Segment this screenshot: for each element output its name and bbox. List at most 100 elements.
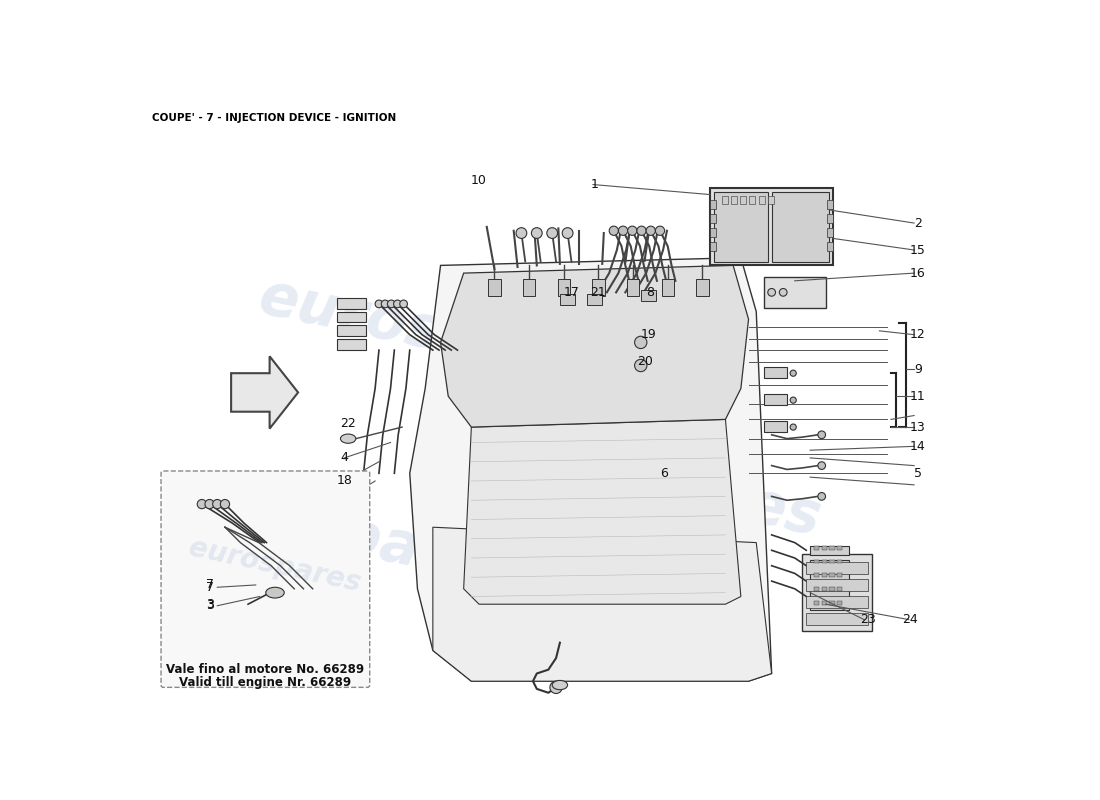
Circle shape <box>547 228 558 238</box>
Bar <box>837 587 843 591</box>
Circle shape <box>635 336 647 349</box>
Circle shape <box>609 226 618 235</box>
Ellipse shape <box>341 434 355 443</box>
Text: 22: 22 <box>340 417 356 430</box>
Bar <box>763 367 788 378</box>
Ellipse shape <box>552 681 568 690</box>
Bar <box>488 279 501 296</box>
Bar <box>827 200 834 209</box>
Bar <box>522 279 536 296</box>
Bar <box>337 298 366 309</box>
Circle shape <box>394 300 402 308</box>
Bar <box>827 242 834 250</box>
Circle shape <box>768 289 776 296</box>
Bar <box>627 279 639 296</box>
Bar <box>822 574 827 578</box>
Circle shape <box>790 424 796 430</box>
Bar <box>810 574 849 582</box>
Bar <box>711 188 834 266</box>
Text: 18: 18 <box>337 474 352 487</box>
Text: 15: 15 <box>910 243 926 257</box>
Bar <box>814 587 820 591</box>
Text: 6: 6 <box>660 467 668 480</box>
Bar <box>587 294 603 305</box>
Text: 9: 9 <box>914 363 922 376</box>
Bar <box>772 192 829 262</box>
Bar <box>822 601 827 605</box>
Bar <box>829 574 835 578</box>
Circle shape <box>637 226 646 235</box>
Bar <box>837 574 843 578</box>
Text: 17: 17 <box>563 286 580 299</box>
Bar <box>714 192 768 262</box>
Circle shape <box>817 431 825 438</box>
Bar <box>814 546 820 550</box>
Polygon shape <box>464 419 741 604</box>
Circle shape <box>790 397 796 403</box>
Bar <box>829 559 835 563</box>
Circle shape <box>516 228 527 238</box>
Text: 1: 1 <box>591 178 598 191</box>
Text: 12: 12 <box>910 328 926 341</box>
Bar <box>640 290 656 301</box>
Text: 8: 8 <box>646 286 654 299</box>
Bar <box>711 228 716 237</box>
Circle shape <box>399 300 407 308</box>
Text: 7: 7 <box>206 578 213 591</box>
Text: 23: 23 <box>860 613 876 626</box>
Circle shape <box>550 682 562 694</box>
Bar <box>806 578 868 591</box>
Text: eurospares: eurospares <box>454 414 827 547</box>
Bar <box>806 596 868 608</box>
Circle shape <box>656 226 664 235</box>
Bar <box>822 546 827 550</box>
Circle shape <box>387 300 395 308</box>
Bar <box>810 601 849 610</box>
Bar <box>814 574 820 578</box>
Bar <box>337 339 366 350</box>
Bar <box>749 196 756 204</box>
Text: 4: 4 <box>340 451 349 464</box>
Bar <box>829 587 835 591</box>
Bar <box>592 279 605 296</box>
Bar <box>558 279 570 296</box>
Text: eurospares: eurospares <box>154 469 527 601</box>
Bar <box>806 562 868 574</box>
Text: Valid till engine Nr. 66289: Valid till engine Nr. 66289 <box>179 676 351 690</box>
Text: 16: 16 <box>910 266 926 280</box>
Circle shape <box>197 499 207 509</box>
Bar <box>829 546 835 550</box>
Text: 14: 14 <box>910 440 926 453</box>
Bar <box>740 196 746 204</box>
Text: 3: 3 <box>206 599 213 612</box>
Bar <box>810 546 849 555</box>
Bar <box>803 554 871 631</box>
Text: 21: 21 <box>591 286 606 299</box>
Circle shape <box>790 370 796 376</box>
Text: 11: 11 <box>910 390 926 403</box>
Polygon shape <box>231 356 298 429</box>
Bar <box>337 312 366 322</box>
Bar <box>822 559 827 563</box>
Bar <box>763 394 788 405</box>
Bar <box>337 326 366 336</box>
Text: COUPE' - 7 - INJECTION DEVICE - IGNITION: COUPE' - 7 - INJECTION DEVICE - IGNITION <box>152 113 396 123</box>
Text: 19: 19 <box>640 328 657 341</box>
Bar <box>696 279 708 296</box>
Bar <box>827 228 834 237</box>
Text: Vale fino al motore No. 66289: Vale fino al motore No. 66289 <box>166 663 364 676</box>
Bar <box>827 214 834 223</box>
Circle shape <box>220 499 230 509</box>
Bar <box>722 196 728 204</box>
Circle shape <box>375 300 383 308</box>
Bar <box>730 196 737 204</box>
Bar <box>822 587 827 591</box>
Circle shape <box>382 300 389 308</box>
Bar <box>768 196 774 204</box>
Polygon shape <box>409 258 772 682</box>
Text: 2: 2 <box>914 217 922 230</box>
Circle shape <box>779 289 788 296</box>
Text: 13: 13 <box>910 421 926 434</box>
Circle shape <box>817 493 825 500</box>
Bar <box>829 601 835 605</box>
